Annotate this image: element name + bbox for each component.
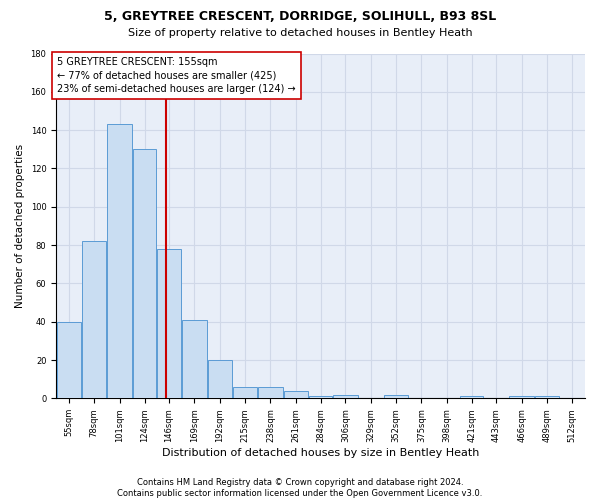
Bar: [258, 387, 283, 398]
Bar: [309, 396, 332, 398]
X-axis label: Distribution of detached houses by size in Bentley Heath: Distribution of detached houses by size …: [162, 448, 479, 458]
Bar: [509, 396, 534, 398]
Text: 5, GREYTREE CRESCENT, DORRIDGE, SOLIHULL, B93 8SL: 5, GREYTREE CRESCENT, DORRIDGE, SOLIHULL…: [104, 10, 496, 23]
Text: 5 GREYTREE CRESCENT: 155sqm
← 77% of detached houses are smaller (425)
23% of se: 5 GREYTREE CRESCENT: 155sqm ← 77% of det…: [57, 58, 296, 94]
Bar: [157, 249, 181, 398]
Y-axis label: Number of detached properties: Number of detached properties: [15, 144, 25, 308]
Text: Size of property relative to detached houses in Bentley Heath: Size of property relative to detached ho…: [128, 28, 472, 38]
Bar: [82, 242, 106, 398]
Bar: [460, 396, 483, 398]
Bar: [535, 396, 559, 398]
Bar: [56, 322, 81, 398]
Bar: [133, 150, 156, 398]
Text: Contains HM Land Registry data © Crown copyright and database right 2024.
Contai: Contains HM Land Registry data © Crown c…: [118, 478, 482, 498]
Bar: [208, 360, 232, 399]
Bar: [182, 320, 206, 398]
Bar: [333, 394, 358, 398]
Bar: [107, 124, 132, 398]
Bar: [384, 394, 408, 398]
Bar: [284, 390, 308, 398]
Bar: [233, 387, 257, 398]
